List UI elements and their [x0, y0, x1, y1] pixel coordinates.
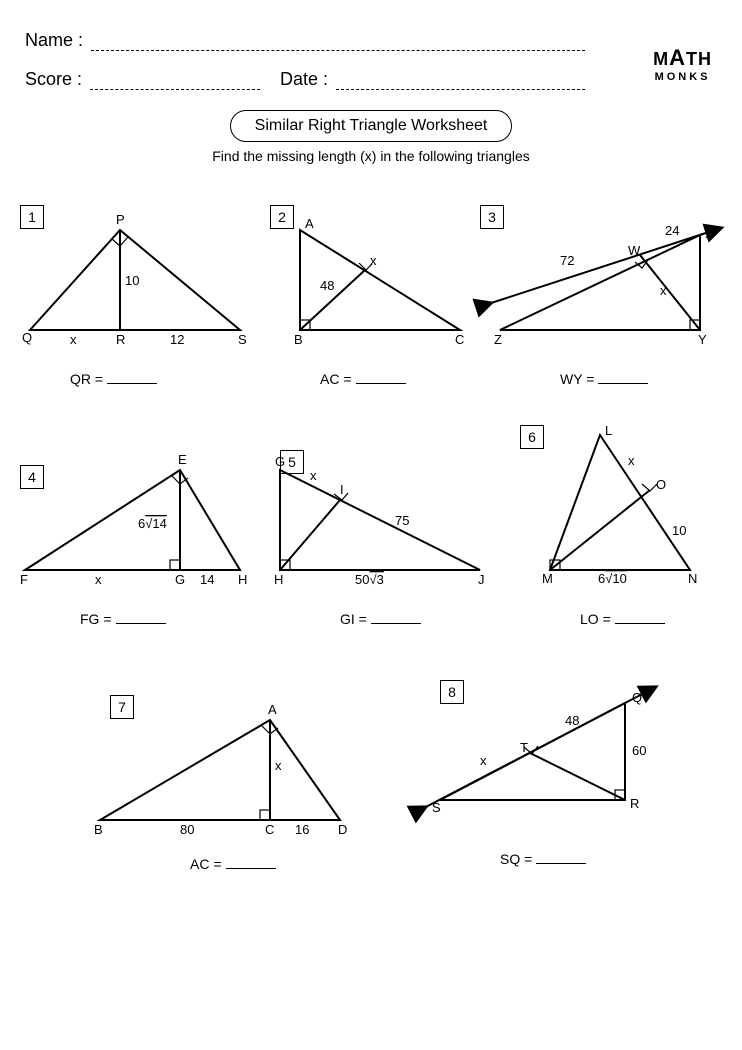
svg-text:Z: Z	[494, 332, 502, 347]
svg-text:10: 10	[125, 273, 139, 288]
problem-7: 7 A B C D x 80 16 AC =	[90, 690, 350, 880]
svg-text:A: A	[268, 702, 277, 717]
svg-text:X: X	[705, 226, 714, 241]
svg-text:G: G	[175, 572, 185, 587]
svg-text:Q: Q	[22, 330, 32, 345]
svg-text:16: 16	[295, 822, 309, 837]
score-line[interactable]	[90, 72, 260, 90]
svg-text:80: 80	[180, 822, 194, 837]
problem-1: 1 P Q R S 10 x 12 QR =	[20, 200, 250, 400]
problem-3: 3 X Y Z W 72 24 x WY =	[480, 200, 720, 400]
svg-text:R: R	[630, 796, 639, 811]
svg-text:D: D	[338, 822, 347, 837]
svg-text:6√10: 6√10	[598, 571, 627, 586]
instruction-text: Find the missing length (x) in the follo…	[25, 148, 717, 164]
problem-5: 5 G H I J x 75 50√3 GI =	[270, 440, 490, 640]
problem-2: 2 A B C x 48 AC =	[270, 200, 470, 400]
answer-field[interactable]: QR =	[70, 370, 157, 387]
svg-text:60: 60	[632, 743, 646, 758]
svg-text:G: G	[275, 454, 285, 469]
answer-field[interactable]: SQ =	[500, 850, 586, 867]
logo: MATH MONKS	[653, 45, 712, 83]
date-line[interactable]	[336, 72, 585, 90]
svg-text:N: N	[688, 571, 697, 586]
answer-field[interactable]: WY =	[560, 370, 648, 387]
svg-text:50√3: 50√3	[355, 572, 384, 587]
svg-text:I: I	[340, 482, 344, 497]
answer-field[interactable]: FG =	[80, 610, 166, 627]
svg-text:6√14: 6√14	[138, 516, 167, 531]
svg-text:x: x	[275, 758, 282, 773]
svg-text:P: P	[116, 212, 125, 227]
svg-text:72: 72	[560, 253, 574, 268]
answer-field[interactable]: AC =	[190, 855, 276, 872]
svg-text:R: R	[116, 332, 125, 347]
svg-text:J: J	[478, 572, 485, 587]
svg-text:F: F	[20, 572, 28, 587]
svg-text:Q: Q	[632, 690, 642, 705]
name-label: Name :	[25, 30, 83, 51]
date-label: Date :	[280, 69, 328, 90]
svg-text:S: S	[238, 332, 247, 347]
svg-text:x: x	[480, 753, 487, 768]
svg-text:L: L	[605, 423, 612, 438]
name-line[interactable]	[91, 33, 585, 51]
svg-text:x: x	[95, 572, 102, 587]
answer-field[interactable]: AC =	[320, 370, 406, 387]
svg-text:W: W	[628, 243, 641, 258]
svg-text:T: T	[520, 740, 528, 755]
svg-text:O: O	[656, 477, 666, 492]
svg-text:12: 12	[170, 332, 184, 347]
svg-text:S: S	[432, 800, 441, 815]
svg-text:x: x	[660, 283, 667, 298]
svg-text:14: 14	[200, 572, 214, 587]
svg-text:A: A	[305, 216, 314, 231]
score-label: Score :	[25, 69, 82, 90]
svg-text:x: x	[70, 332, 77, 347]
answer-field[interactable]: LO =	[580, 610, 665, 627]
svg-text:M: M	[542, 571, 553, 586]
svg-text:x: x	[370, 253, 377, 268]
svg-text:E: E	[178, 452, 187, 467]
answer-field[interactable]: GI =	[340, 610, 421, 627]
svg-text:H: H	[274, 572, 283, 587]
svg-text:48: 48	[565, 713, 579, 728]
svg-text:x: x	[310, 468, 317, 483]
svg-text:C: C	[265, 822, 274, 837]
svg-text:x: x	[628, 453, 635, 468]
svg-text:24: 24	[665, 223, 679, 238]
worksheet-title: Similar Right Triangle Worksheet	[230, 110, 513, 142]
svg-text:Y: Y	[698, 332, 707, 347]
svg-text:C: C	[455, 332, 464, 347]
svg-text:B: B	[94, 822, 103, 837]
svg-text:48: 48	[320, 278, 334, 293]
svg-text:75: 75	[395, 513, 409, 528]
svg-text:B: B	[294, 332, 303, 347]
problem-4: 4 E F G H 6√14 x 14 FG =	[20, 440, 250, 640]
problem-6: 6 L M N O x 10 6√10 LO =	[520, 425, 720, 640]
svg-text:10: 10	[672, 523, 686, 538]
problem-8: 8 Q R S T x 48 60 SQ =	[410, 680, 670, 880]
svg-text:H: H	[238, 572, 247, 587]
